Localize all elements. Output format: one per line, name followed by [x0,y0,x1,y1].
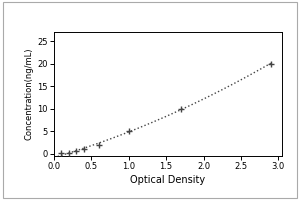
X-axis label: Optical Density: Optical Density [130,175,206,185]
Y-axis label: Concentration(ng/mL): Concentration(ng/mL) [24,48,33,140]
